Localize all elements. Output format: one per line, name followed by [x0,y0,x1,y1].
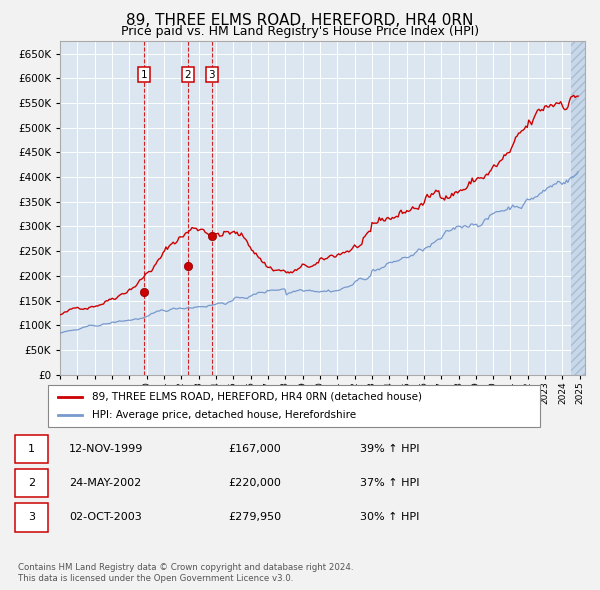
Text: £220,000: £220,000 [228,478,281,488]
Text: 2: 2 [28,478,35,488]
Text: 1: 1 [141,70,148,80]
Text: 24-MAY-2002: 24-MAY-2002 [69,478,141,488]
Text: 02-OCT-2003: 02-OCT-2003 [69,513,142,522]
Text: 89, THREE ELMS ROAD, HEREFORD, HR4 0RN (detached house): 89, THREE ELMS ROAD, HEREFORD, HR4 0RN (… [92,392,422,402]
Text: 12-NOV-1999: 12-NOV-1999 [69,444,143,454]
Text: £279,950: £279,950 [228,513,281,522]
Text: 89, THREE ELMS ROAD, HEREFORD, HR4 0RN: 89, THREE ELMS ROAD, HEREFORD, HR4 0RN [127,13,473,28]
Text: 3: 3 [208,70,215,80]
Text: 1: 1 [28,444,35,454]
Text: 2: 2 [185,70,191,80]
Text: Contains HM Land Registry data © Crown copyright and database right 2024.: Contains HM Land Registry data © Crown c… [18,563,353,572]
Text: 37% ↑ HPI: 37% ↑ HPI [360,478,419,488]
FancyBboxPatch shape [48,385,540,427]
Text: 3: 3 [28,513,35,522]
Text: This data is licensed under the Open Government Licence v3.0.: This data is licensed under the Open Gov… [18,574,293,583]
Text: 30% ↑ HPI: 30% ↑ HPI [360,513,419,522]
Text: HPI: Average price, detached house, Herefordshire: HPI: Average price, detached house, Here… [92,410,356,420]
Text: 39% ↑ HPI: 39% ↑ HPI [360,444,419,454]
Text: £167,000: £167,000 [228,444,281,454]
Text: Price paid vs. HM Land Registry's House Price Index (HPI): Price paid vs. HM Land Registry's House … [121,25,479,38]
